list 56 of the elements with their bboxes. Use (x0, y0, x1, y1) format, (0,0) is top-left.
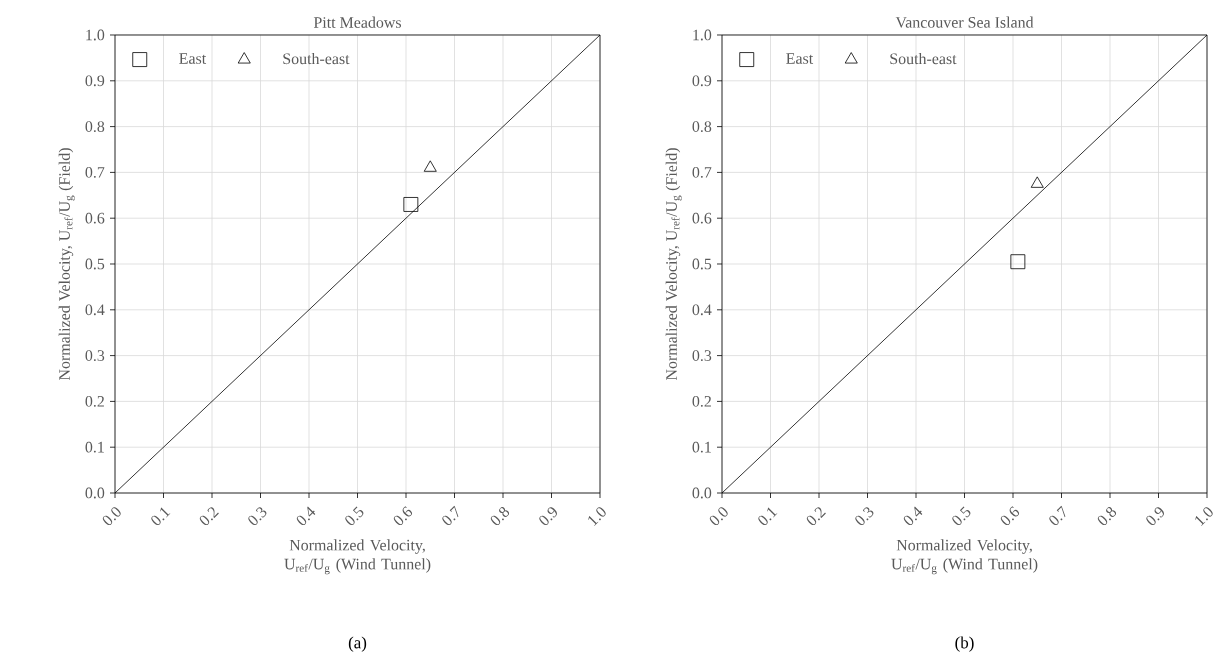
y-tick-label: 0.3 (85, 350, 105, 361)
y-tick-label: 0.2 (692, 395, 711, 407)
y-tick-label: 0.0 (85, 487, 105, 499)
y-axis-title: Normalized Velocity, U$_{ref}$/U$_{g}$ (Field) (665, 148, 682, 381)
x-tick-label: 0.4 (296, 506, 316, 526)
x-tick-label: 0.8 (1097, 507, 1117, 526)
y-tick-label: 0.9 (692, 75, 712, 87)
x-tick-label: 0.1 (151, 507, 171, 526)
x-tick-label: 0.7 (442, 505, 459, 526)
y-tick-label: 0.0 (692, 487, 712, 499)
legend-label: East (786, 53, 814, 64)
x-tick-label: 0.0 (102, 507, 121, 526)
x-axis-title: Normalized Velocity, U$_{ref}$/U$_{g}$ (Wind Tunnel) (891, 539, 1038, 575)
y-tick-label: 0.5 (692, 258, 712, 270)
y-tick-label: 0.4 (692, 304, 712, 316)
text: (b) (955, 636, 974, 652)
x-tick-label: 0.5 (345, 506, 364, 526)
x-tick-label: 0.3 (248, 507, 267, 526)
legend-label: South-east (283, 52, 350, 65)
y-tick-label: 0.8 (85, 121, 105, 132)
x-tick-label: 0.3 (855, 507, 874, 526)
y-tick-label: 0.7 (692, 166, 712, 178)
y-tick-label: 0.3 (692, 350, 712, 361)
x-tick-label: 0.6 (393, 506, 413, 526)
x-tick-label: 0.1 (758, 507, 778, 526)
y-tick-label: 0.2 (85, 395, 104, 407)
x-tick-label: 0.7 (1049, 505, 1066, 526)
y-tick-label: 0.5 (85, 258, 105, 270)
y-tick-label: 0.4 (85, 304, 105, 316)
x-tick-label: 0.5 (952, 506, 971, 526)
legend-label: East (179, 53, 207, 64)
x-tick-label: 0.2 (199, 507, 219, 526)
legend-label: South-east (890, 52, 957, 65)
y-tick-label: 0.1 (85, 441, 104, 453)
y-tick-label: 0.1 (692, 441, 711, 453)
x-tick-label: 0.8 (490, 507, 510, 526)
y-tick-label: 0.7 (85, 166, 105, 178)
y-tick-label: 1.0 (693, 29, 712, 41)
x-tick-label: 0.4 (903, 506, 923, 526)
y-tick-label: 0.6 (85, 212, 105, 224)
x-tick-label: 0.6 (1000, 506, 1020, 526)
x-tick-label: 0.2 (806, 507, 826, 526)
x-tick-label: 0.9 (1146, 507, 1164, 526)
chart-title: Pitt Meadows (313, 16, 401, 28)
y-axis-title: Normalized Velocity, U$_{ref}$/U$_{g}$ (Field) (58, 148, 75, 381)
text: (a) (348, 636, 367, 652)
y-tick-label: 1.0 (86, 29, 105, 41)
x-tick-label: 1.0 (588, 507, 606, 526)
x-tick-label: 0.0 (709, 507, 728, 526)
x-tick-label: 1.0 (1195, 507, 1213, 526)
chart-title: Vancouver Sea Island (895, 16, 1034, 28)
y-tick-label: 0.9 (85, 75, 105, 87)
x-tick-label: 0.9 (539, 507, 557, 526)
y-tick-label: 0.6 (692, 212, 712, 224)
y-tick-label: 0.8 (692, 121, 712, 132)
x-axis-title: Normalized Velocity, U$_{ref}$/U$_{g}$ (Wind Tunnel) (284, 539, 431, 575)
